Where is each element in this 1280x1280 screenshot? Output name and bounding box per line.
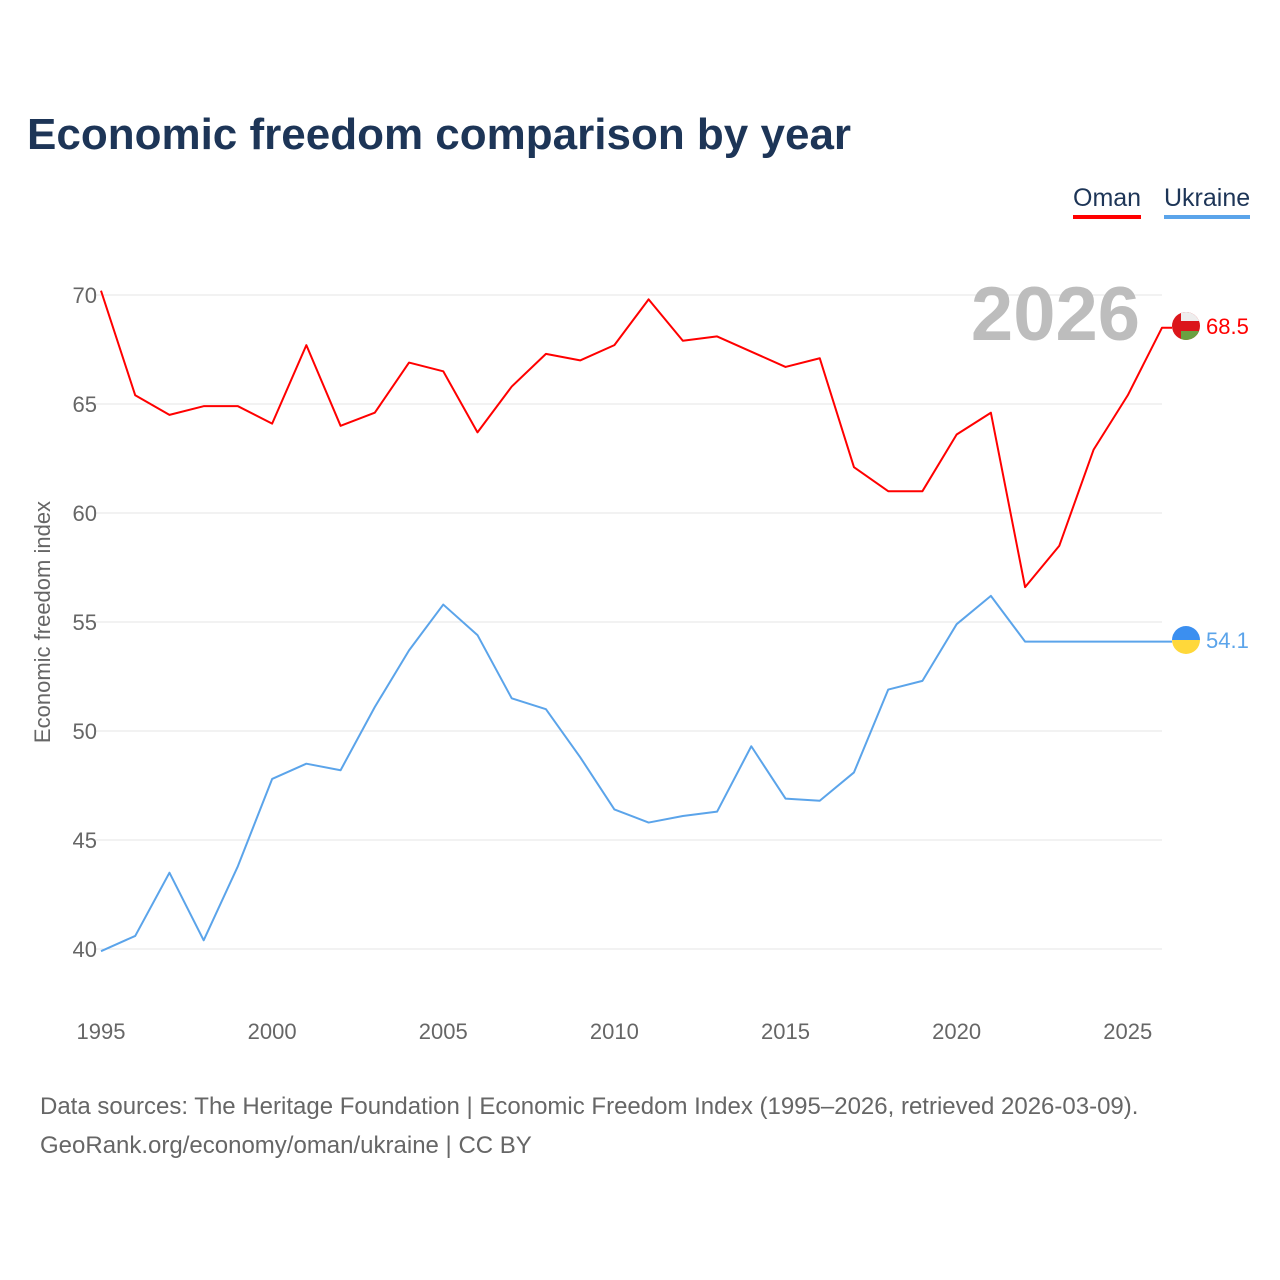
ukraine-flag-icon xyxy=(1172,626,1200,654)
series-line-oman xyxy=(100,290,1172,589)
legend-item-ukraine[interactable]: Ukraine xyxy=(1164,184,1251,219)
y-tick-label: 70 xyxy=(73,283,97,308)
y-tick-label: 60 xyxy=(73,501,97,526)
source-note: Data sources: The Heritage Foundation | … xyxy=(40,1093,1139,1120)
y-tick-label: 40 xyxy=(73,937,97,962)
x-tick-label: 2025 xyxy=(1103,1019,1152,1044)
series-line-ukraine xyxy=(100,594,1172,953)
chart-title: Economic freedom comparison by year xyxy=(27,110,852,159)
x-tick-label: 2010 xyxy=(590,1019,639,1044)
x-tick-label: 2020 xyxy=(932,1019,981,1044)
x-tick-label: 2005 xyxy=(419,1019,468,1044)
ukraine-end-label: 54.1 xyxy=(1206,628,1249,653)
oman-flag-icon xyxy=(1172,312,1200,340)
y-tick-label: 65 xyxy=(73,392,97,417)
y-tick-label: 45 xyxy=(73,828,97,853)
y-tick-label: 50 xyxy=(73,719,97,744)
legend-item-oman[interactable]: Oman xyxy=(1073,184,1142,219)
x-tick-label: 1995 xyxy=(77,1019,126,1044)
y-axis-label: Economic freedom index xyxy=(30,501,55,743)
x-tick-label: 2015 xyxy=(761,1019,810,1044)
oman-end-label: 68.5 xyxy=(1206,314,1249,339)
footer: Data sources: The Heritage Foundation | … xyxy=(40,1087,1138,1165)
year-watermark: 2026 xyxy=(971,272,1140,357)
y-tick-label: 55 xyxy=(73,610,97,635)
x-tick-label: 2000 xyxy=(248,1019,297,1044)
source-link[interactable]: GeoRank.org/economy/oman/ukraine | CC BY xyxy=(40,1132,532,1159)
